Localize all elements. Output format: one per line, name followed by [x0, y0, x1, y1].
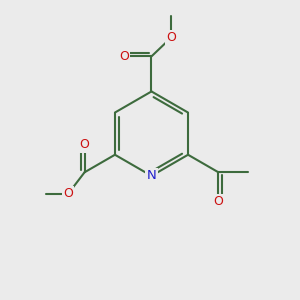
- Text: N: N: [147, 169, 156, 182]
- Text: O: O: [214, 195, 223, 208]
- Text: O: O: [80, 138, 89, 152]
- Text: O: O: [166, 32, 176, 44]
- Text: O: O: [63, 187, 73, 200]
- Text: O: O: [119, 50, 129, 63]
